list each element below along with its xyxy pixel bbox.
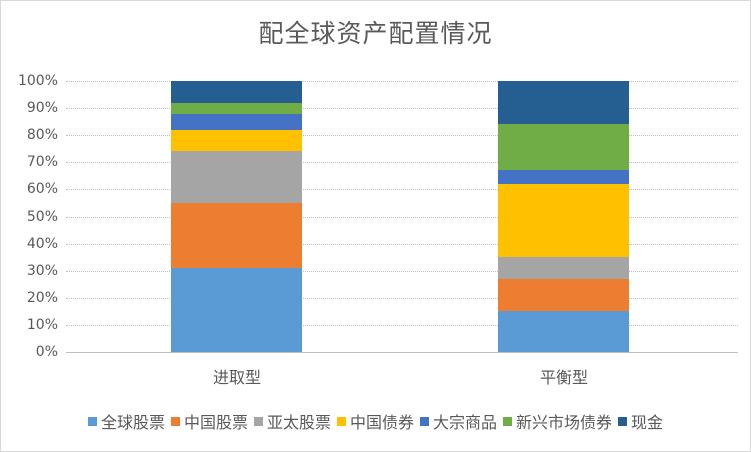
legend-swatch-icon [170,416,180,426]
y-tick-label: 80% [26,127,58,144]
legend-label: 大宗商品 [433,413,498,432]
gridline [66,216,738,218]
bar-segment[interactable] [498,184,629,258]
x-axis-line [66,352,738,353]
bar-segment[interactable] [498,257,629,279]
gridline [66,324,738,326]
gridline [66,162,738,164]
legend-item[interactable]: 现金 [618,409,663,433]
bar-segment[interactable] [498,170,629,184]
bar-aggressive [171,81,302,352]
bar-segment[interactable] [171,129,302,152]
y-tick-label: 60% [26,181,58,198]
y-tick-label: 70% [26,154,58,171]
y-tick-label: 30% [26,262,58,279]
y-tick-label: 100% [17,73,58,89]
legend-item[interactable]: 亚太股票 [253,409,331,433]
legend-item[interactable]: 大宗商品 [420,409,497,433]
y-tick-label: 0% [35,344,58,360]
bar-segment[interactable] [498,81,629,125]
y-tick-label: 90% [26,100,58,117]
legend-item[interactable]: 中国债券 [336,409,414,433]
bar-segment[interactable] [171,268,302,352]
legend-swatch-icon [503,416,513,426]
bar-segment[interactable] [171,202,302,268]
gridline [66,135,738,137]
legend-label: 现金 [631,413,664,432]
gridline [66,189,738,191]
legend-swatch-icon [336,416,346,426]
legend-label: 全球股票 [100,413,165,432]
legend: 全球股票 中国股票 亚太股票 中国债券 大宗商品 新兴市场债券 现金 [0,409,751,433]
x-label-balanced: 平衡型 [539,368,588,387]
x-label-aggressive: 进取型 [212,368,261,387]
legend-label: 亚太股票 [266,413,331,432]
legend-swatch-icon [253,416,263,426]
legend-swatch-icon [618,416,628,426]
gridline [66,270,738,272]
bar-segment[interactable] [171,113,302,130]
chart-title: 配全球资产配置情况 [258,19,493,48]
legend-label: 中国债券 [349,413,414,432]
bar-segment[interactable] [498,278,629,312]
bar-segment[interactable] [171,81,302,103]
legend-item[interactable]: 新兴市场债券 [503,409,612,433]
gridline [66,81,738,82]
gridline [66,243,738,245]
gridline [66,108,738,110]
legend-label: 中国股票 [183,413,248,432]
legend-swatch-icon [87,416,97,426]
legend-item[interactable]: 全球股票 [87,409,165,433]
y-tick-label: 10% [26,316,58,333]
bar-segment[interactable] [171,151,302,203]
y-tick-label: 40% [26,235,58,252]
bar-segment[interactable] [498,311,629,352]
y-tick-label: 20% [26,289,58,306]
bar-segment[interactable] [171,102,302,114]
bar-segment[interactable] [498,124,629,171]
legend-swatch-icon [420,416,429,426]
bar-balanced [498,81,629,352]
y-tick-label: 50% [26,208,58,225]
gridline [66,297,738,299]
legend-item[interactable]: 中国股票 [170,409,248,433]
legend-label: 新兴市场债券 [516,413,613,432]
